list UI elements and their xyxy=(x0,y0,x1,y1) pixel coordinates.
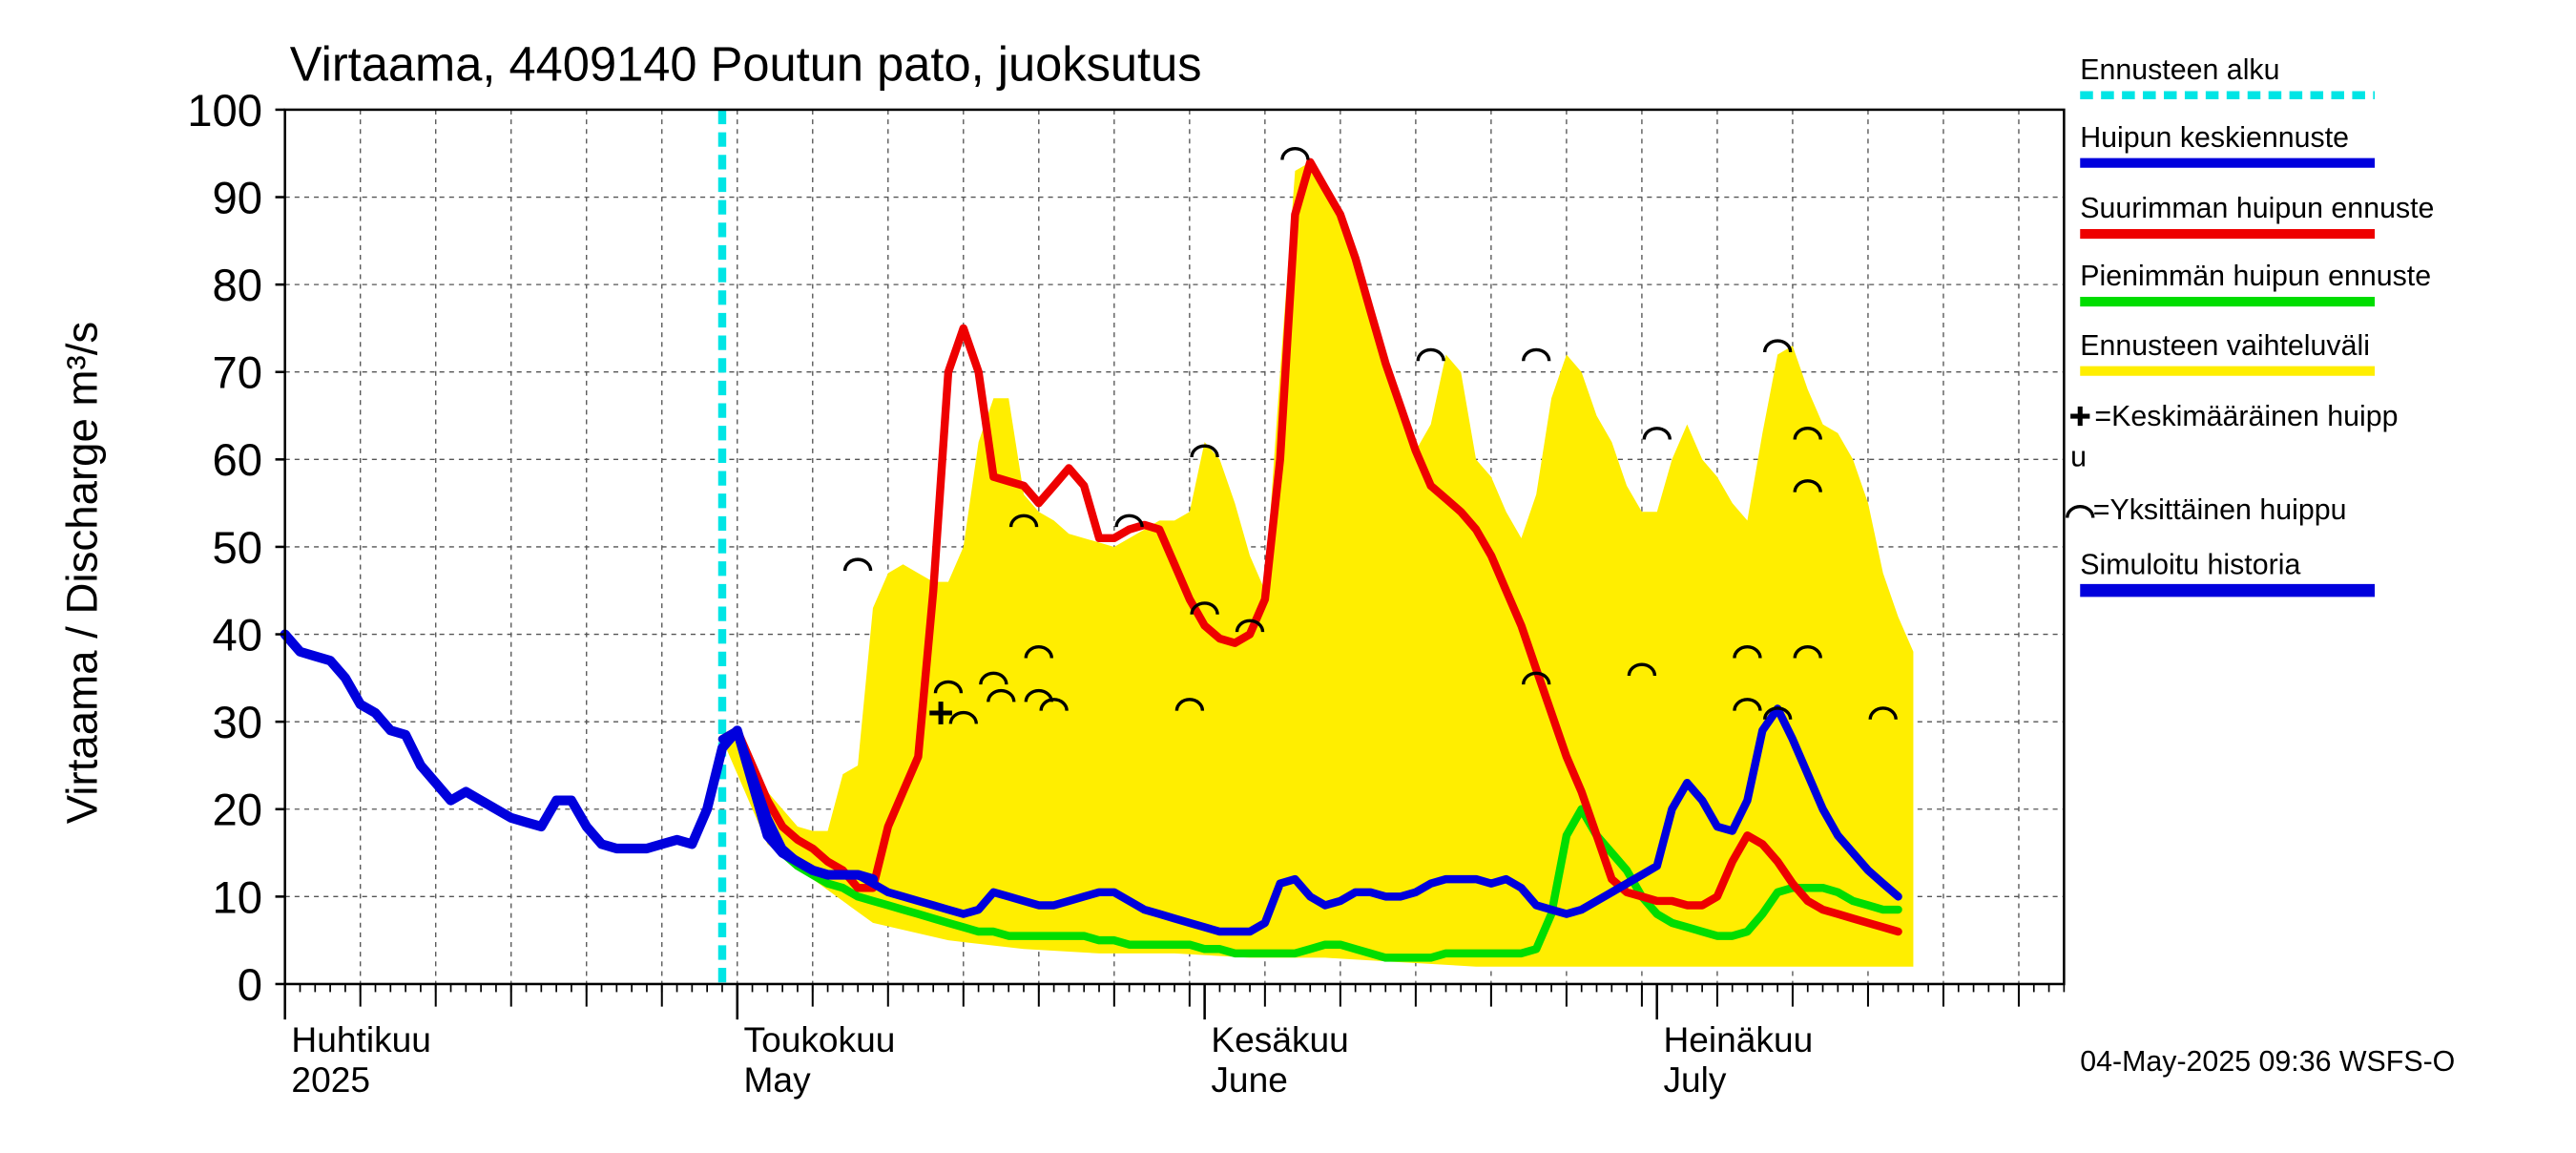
series-line-max_peak xyxy=(717,157,1902,936)
x-month-sublabel: May xyxy=(744,1059,812,1100)
single-peak-marker xyxy=(948,710,978,724)
series-line-min_peak xyxy=(717,726,1902,962)
peak-markers xyxy=(842,146,1898,724)
y-tick-label: 20 xyxy=(213,786,263,836)
footer-timestamp: 04-May-2025 09:36 WSFS-O xyxy=(2080,1045,2455,1078)
single-peak-marker xyxy=(1024,645,1053,659)
plot-area xyxy=(280,108,2066,986)
legend-min-peak-label: Pienimmän huipun ennuste xyxy=(2080,260,2431,292)
single-peak-marker xyxy=(1793,479,1822,493)
x-month-label: Heinäkuu xyxy=(1663,1019,1813,1059)
y-tick-label: 0 xyxy=(238,960,262,1011)
single-peak-marker xyxy=(1762,339,1793,353)
forecast-range xyxy=(722,161,1914,967)
single-peak-marker xyxy=(1733,698,1762,711)
legend-forecast-start-label: Ennusteen alku xyxy=(2080,53,2279,86)
legend-mean-marker-label-cont: u xyxy=(2070,440,2087,472)
y-tick-label: 50 xyxy=(213,523,263,574)
single-peak-marker xyxy=(1522,671,1551,685)
single-peak-marker xyxy=(1039,698,1069,711)
y-tick-label: 70 xyxy=(213,348,263,399)
legend-history-label: Simuloitu historia xyxy=(2080,549,2300,581)
x-month-label: Kesäkuu xyxy=(1211,1019,1348,1059)
single-peak-marker xyxy=(1733,645,1762,659)
range-band xyxy=(722,161,1914,967)
series-line-history xyxy=(280,629,879,885)
legend-mean-marker-label: =Keskimääräinen huipp xyxy=(2094,400,2398,432)
legend-max-peak-label: Suurimman huipun ennuste xyxy=(2080,192,2434,224)
single-peak-marker xyxy=(1008,514,1039,528)
single-peak-marker xyxy=(1174,698,1205,711)
single-peak-marker xyxy=(933,680,964,694)
chart-title: Virtaama, 4409140 Poutun pato, juoksutus xyxy=(290,36,1202,91)
series-line-mean_peak xyxy=(717,704,1902,936)
single-peak-marker xyxy=(1114,514,1144,528)
legend-single-peak-arc-icon xyxy=(2066,505,2095,518)
y-axis: 0 10 20 30 40 50 60 70 80 90 100 xyxy=(187,86,285,1011)
x-month-label: Toukokuu xyxy=(744,1019,896,1059)
y-tick-label: 100 xyxy=(187,86,262,136)
x-month-sublabel: July xyxy=(1663,1059,1726,1100)
single-peak-marker xyxy=(842,557,873,572)
legend-range-label: Ennusteen vaihteluväli xyxy=(2080,329,2370,362)
single-peak-marker xyxy=(1793,645,1822,659)
y-axis-label: Virtaama / Discharge m³/s xyxy=(57,322,106,824)
y-tick-label: 30 xyxy=(213,698,263,748)
mean-peak-marker xyxy=(929,702,952,724)
y-tick-label: 90 xyxy=(213,173,263,223)
single-peak-marker xyxy=(1235,618,1265,633)
series-lines xyxy=(280,109,1902,984)
single-peak-marker xyxy=(1627,662,1657,677)
single-peak-marker xyxy=(987,688,1016,702)
single-peak-marker xyxy=(1522,347,1551,362)
x-month-sublabel: June xyxy=(1211,1059,1287,1100)
single-peak-marker xyxy=(1190,601,1219,615)
single-peak-marker xyxy=(1024,688,1053,702)
single-peak-marker xyxy=(979,671,1008,685)
x-month-sublabel: 2025 xyxy=(291,1059,370,1100)
legend: Ennusteen alku Huipun keskiennuste Suuri… xyxy=(2066,53,2434,597)
x-month-label: Huhtikuu xyxy=(291,1019,430,1059)
y-tick-label: 60 xyxy=(213,435,263,486)
single-peak-marker xyxy=(1868,706,1898,720)
y-tick-label: 40 xyxy=(213,610,263,660)
legend-single-marker-label: =Yksittäinen huippu xyxy=(2093,493,2347,526)
single-peak-marker xyxy=(1642,427,1672,440)
y-tick-label: 80 xyxy=(213,261,263,311)
single-peak-marker xyxy=(1793,427,1822,440)
single-peak-marker xyxy=(1416,347,1445,362)
single-peak-marker xyxy=(1190,444,1219,458)
single-peak-marker xyxy=(1762,706,1793,720)
legend-mean-marker-plus-icon xyxy=(2070,406,2090,427)
single-peak-marker xyxy=(1280,146,1310,160)
y-tick-label: 10 xyxy=(213,872,263,923)
legend-mean-peak-label: Huipun keskiennuste xyxy=(2080,121,2349,154)
